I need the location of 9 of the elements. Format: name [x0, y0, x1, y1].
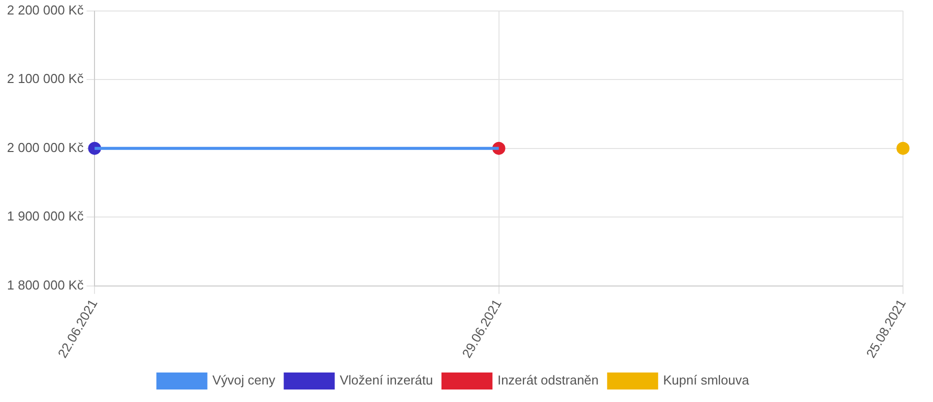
y-tick-label: 2 200 000 Kč [6, 2, 84, 18]
legend-label: Vložení inzerátu [340, 372, 433, 388]
legend-label: Kupní smlouva [663, 372, 750, 388]
y-tick-label: 2 000 000 Kč [6, 140, 84, 155]
legend-label: Inzerát odstraněn [497, 372, 599, 388]
y-tick-label: 1 800 000 Kč [6, 277, 84, 292]
y-tick-label: 2 100 000 Kč [6, 71, 84, 86]
y-tick-label: 1 900 000 Kč [6, 208, 84, 224]
legend-label: Vývoj ceny [212, 372, 276, 388]
